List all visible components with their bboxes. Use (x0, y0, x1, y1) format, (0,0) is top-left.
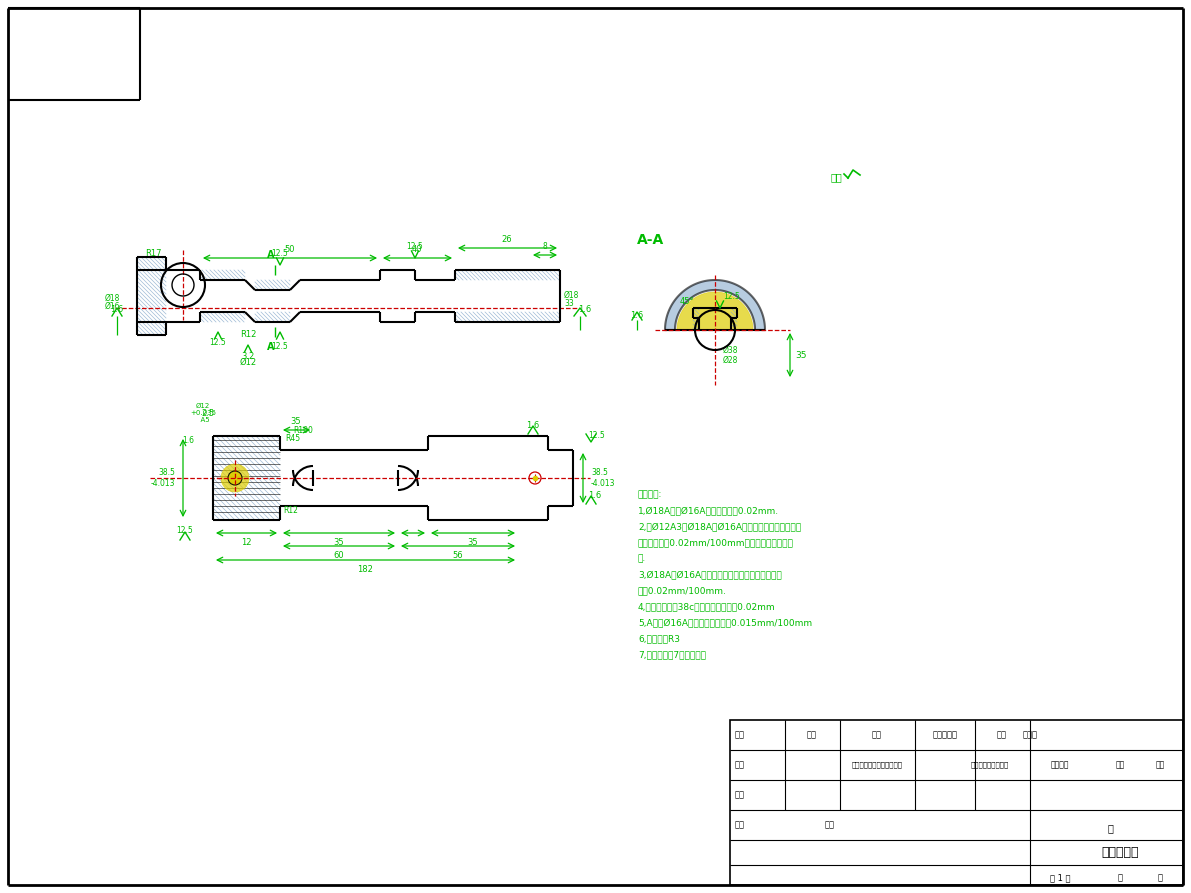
Text: 3.2: 3.2 (242, 352, 255, 361)
Text: 35: 35 (468, 538, 479, 547)
Text: 56: 56 (453, 551, 463, 560)
Text: 35: 35 (333, 538, 344, 547)
Text: 其余: 其余 (830, 172, 842, 182)
Text: 1.6: 1.6 (588, 491, 601, 500)
Text: 45°: 45° (680, 297, 694, 306)
Text: 重量: 重量 (1116, 761, 1124, 770)
Circle shape (227, 471, 242, 485)
Text: 26: 26 (501, 235, 512, 244)
Text: Ø18: Ø18 (105, 294, 120, 303)
Text: 1.6: 1.6 (182, 436, 194, 445)
Text: 35: 35 (291, 417, 301, 426)
Text: 阶段标记: 阶段标记 (1050, 761, 1070, 770)
Text: （签名）（年月日）标准化: （签名）（年月日）标准化 (852, 762, 903, 768)
Text: Ø16: Ø16 (105, 302, 120, 311)
Text: R45: R45 (286, 434, 300, 443)
Text: 12.5: 12.5 (176, 526, 193, 535)
Text: Ø38: Ø38 (723, 346, 738, 355)
Text: 年月日: 年月日 (1023, 730, 1037, 739)
Text: 12.5: 12.5 (588, 431, 605, 440)
Text: 标记: 标记 (735, 730, 746, 739)
Text: 1.6: 1.6 (111, 305, 124, 314)
Text: 38.5
-4.013: 38.5 -4.013 (150, 468, 175, 488)
Text: R12: R12 (239, 330, 256, 339)
Text: A-A: A-A (637, 233, 665, 247)
Text: Ø12
+0.035
  A5: Ø12 +0.035 A5 (191, 403, 216, 423)
Text: 签名: 签名 (997, 730, 1008, 739)
Text: 6,铸造圆角R3: 6,铸造圆角R3 (638, 634, 680, 643)
Text: 7,自由尺寸按7级粗糙度。: 7,自由尺寸按7级粗糙度。 (638, 650, 706, 659)
Text: 审核: 审核 (735, 790, 746, 799)
Text: 33: 33 (565, 298, 574, 307)
Text: 12: 12 (241, 538, 251, 547)
Polygon shape (676, 292, 753, 330)
Text: 张: 张 (1158, 873, 1162, 882)
Text: ）.: ）. (638, 554, 647, 563)
Text: 3,Ø18A、Ø16A中心线对基准面凹凸的不平行度公: 3,Ø18A、Ø16A中心线对基准面凹凸的不平行度公 (638, 570, 781, 579)
Text: 工艺: 工艺 (735, 821, 746, 830)
Text: 5,A面与Ø16A中心线的不垂直度0.015mm/100mm: 5,A面与Ø16A中心线的不垂直度0.015mm/100mm (638, 618, 812, 627)
Text: A: A (267, 250, 275, 260)
Text: 182: 182 (357, 565, 373, 574)
Text: 差为0.02mm/100mm.: 差为0.02mm/100mm. (638, 586, 727, 595)
Text: 2,孔Ø12A3与Ø18A、Ø16A的轴线及凹凸面的不垂直: 2,孔Ø12A3与Ø18A、Ø16A的轴线及凹凸面的不垂直 (638, 522, 802, 531)
Text: 2.5: 2.5 (201, 409, 214, 418)
Text: 38.5
-4.013: 38.5 -4.013 (591, 468, 616, 488)
Text: R12: R12 (283, 506, 299, 515)
Text: 35: 35 (796, 350, 806, 360)
Text: Ø12: Ø12 (239, 358, 256, 367)
Text: 批准: 批准 (825, 821, 835, 830)
Polygon shape (665, 280, 765, 330)
Text: 12.5: 12.5 (272, 249, 288, 258)
Text: R17: R17 (145, 249, 161, 258)
Text: 12.5: 12.5 (210, 338, 226, 347)
Text: （签名）（年月日）: （签名）（年月日） (971, 762, 1009, 768)
Text: 蜗杆轴承座: 蜗杆轴承座 (1102, 847, 1139, 859)
Text: R100: R100 (293, 426, 313, 435)
Text: 度允许误差为0.02mm/100mm（两方向垂直度相同: 度允许误差为0.02mm/100mm（两方向垂直度相同 (638, 538, 794, 547)
Text: 更改文件号: 更改文件号 (933, 730, 958, 739)
Text: 分区: 分区 (872, 730, 883, 739)
Text: 比例: 比例 (1155, 761, 1165, 770)
Text: A: A (267, 342, 275, 352)
Text: Ø28: Ø28 (723, 355, 738, 364)
Bar (730, 720, 1183, 885)
Text: 8: 8 (543, 242, 548, 251)
Text: Ø18: Ø18 (565, 290, 579, 299)
Text: 1.6: 1.6 (630, 311, 643, 320)
Text: 技术要求:: 技术要求: (638, 490, 662, 499)
Circle shape (222, 464, 249, 492)
Text: 50: 50 (285, 245, 295, 254)
Text: 1.6: 1.6 (526, 421, 540, 430)
Text: 4,二侧面凹凸（38c）的不平行度公差0.02mm: 4,二侧面凹凸（38c）的不平行度公差0.02mm (638, 602, 775, 611)
Text: 1,Ø18A孔与Ø16A孔的同心度为0.02mm.: 1,Ø18A孔与Ø16A孔的同心度为0.02mm. (638, 506, 779, 515)
Text: 12.5: 12.5 (406, 242, 423, 251)
Text: 第: 第 (1117, 873, 1122, 882)
Text: 40: 40 (412, 245, 423, 254)
Text: 共 1 张: 共 1 张 (1049, 873, 1071, 882)
Text: 料: 料 (1108, 823, 1112, 833)
Text: 设计: 设计 (735, 761, 746, 770)
Text: 1.6: 1.6 (578, 305, 591, 314)
Text: 处数: 处数 (807, 730, 817, 739)
Text: 12.5: 12.5 (723, 292, 740, 301)
Text: 12.5: 12.5 (272, 342, 288, 351)
Text: 60: 60 (333, 551, 344, 560)
